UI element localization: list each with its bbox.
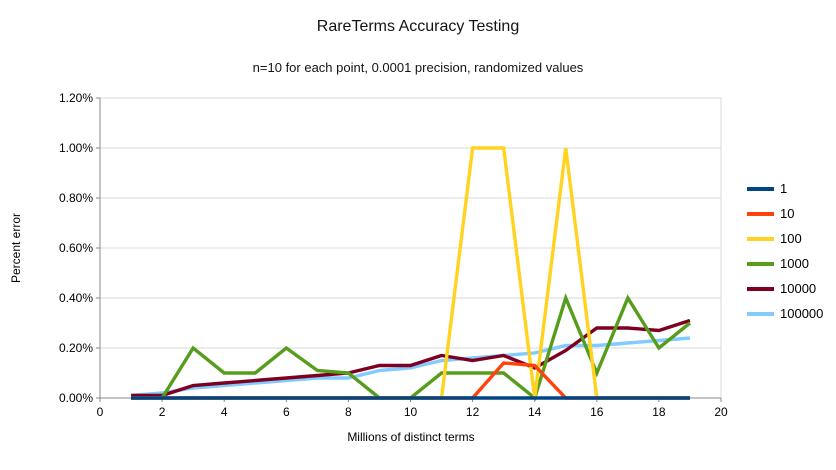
legend-swatch xyxy=(747,211,774,216)
y-tick-label: 1.20% xyxy=(58,91,93,105)
y-tick-label: 0.40% xyxy=(58,291,93,305)
legend-item-10: 10 xyxy=(747,205,823,222)
legend-label: 100 xyxy=(780,231,802,246)
x-tick-label: 4 xyxy=(220,405,228,419)
legend-item-1: 1 xyxy=(747,180,823,197)
legend-label: 1000 xyxy=(780,256,809,271)
legend-label: 100000 xyxy=(780,306,824,321)
legend-item-1000: 1000 xyxy=(747,255,823,272)
x-tick-label: 16 xyxy=(590,405,604,419)
x-tick-label: 20 xyxy=(714,405,728,419)
legend-item-100: 100 xyxy=(747,230,823,247)
legend-label: 10 xyxy=(780,206,795,221)
x-tick-label: 12 xyxy=(465,405,480,419)
x-tick-label: 2 xyxy=(158,405,166,419)
legend-swatch xyxy=(747,286,774,291)
legend-swatch xyxy=(747,236,774,241)
x-tick-label: 14 xyxy=(528,405,542,419)
y-tick-label: 0.60% xyxy=(58,241,93,255)
x-tick-label: 6 xyxy=(282,405,290,419)
y-axis-title: Percent error xyxy=(9,212,23,284)
legend-item-100000: 100000 xyxy=(747,305,823,322)
series-line-100000 xyxy=(130,336,691,398)
x-tick-label: 10 xyxy=(403,405,418,419)
y-tick-label: 0.80% xyxy=(58,191,93,205)
series-line-100 xyxy=(131,146,690,400)
chart-title: RareTerms Accuracy Testing xyxy=(316,18,520,35)
y-tick-label: 0.20% xyxy=(58,341,93,355)
legend: 1 10 100 1000 10000 100000 xyxy=(747,180,823,330)
legend-swatch xyxy=(747,261,774,266)
y-tick-label: 1.00% xyxy=(58,141,93,155)
y-tick-label: 0.00% xyxy=(58,391,93,405)
x-axis-title: Millions of distinct terms xyxy=(347,430,475,444)
legend-item-10000: 10000 xyxy=(747,280,823,297)
x-tick-label: 8 xyxy=(345,405,352,419)
x-tick-label: 0 xyxy=(96,405,104,419)
legend-swatch xyxy=(747,311,774,316)
series-line-10000 xyxy=(131,318,691,398)
legend-label: 10000 xyxy=(780,281,817,296)
chart-subtitle: n=10 for each point, 0.0001 precision, r… xyxy=(252,60,584,75)
x-tick-label: 18 xyxy=(652,405,666,419)
legend-swatch xyxy=(747,186,774,191)
legend-label: 1 xyxy=(780,181,788,196)
